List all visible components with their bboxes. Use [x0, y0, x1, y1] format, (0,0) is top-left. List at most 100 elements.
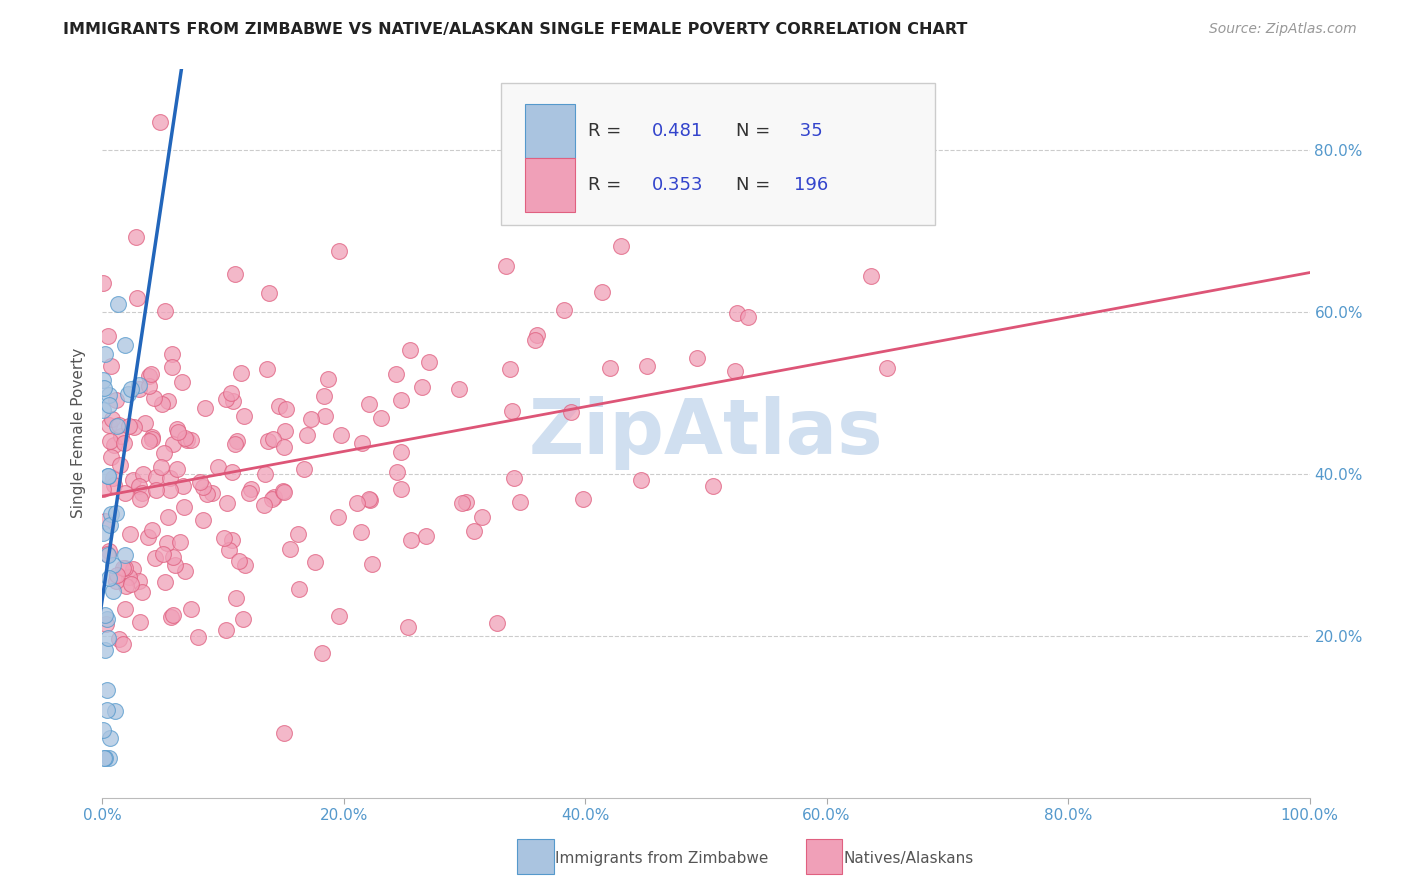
- Point: [260, 492, 283, 507]
- Point: [304, 555, 326, 569]
- Point: [131, 485, 153, 500]
- Point: [630, 473, 652, 487]
- Point: [389, 483, 412, 497]
- Point: [350, 436, 373, 450]
- Point: [138, 434, 160, 449]
- Point: [273, 440, 295, 454]
- Point: [100, 507, 122, 521]
- Point: [385, 465, 408, 479]
- Point: [141, 523, 163, 537]
- Point: [98, 517, 121, 532]
- Point: [201, 486, 224, 500]
- Point: [702, 478, 724, 492]
- Point: [141, 432, 163, 446]
- Point: [159, 483, 181, 498]
- Point: [173, 500, 195, 514]
- Point: [725, 305, 748, 319]
- Point: [471, 509, 494, 524]
- Point: [105, 418, 128, 433]
- Point: [94, 514, 117, 528]
- Point: [415, 529, 437, 543]
- Point: [160, 347, 183, 361]
- Point: [98, 417, 121, 432]
- Point: [97, 388, 120, 402]
- Point: [224, 267, 246, 281]
- Point: [195, 487, 218, 501]
- Point: [118, 419, 141, 434]
- Point: [273, 485, 295, 500]
- Point: [876, 361, 898, 376]
- Point: [222, 394, 245, 409]
- Point: [143, 391, 166, 405]
- Point: [105, 567, 128, 582]
- Point: [97, 468, 120, 483]
- Text: 0.353: 0.353: [651, 177, 703, 194]
- Point: [97, 548, 120, 562]
- Point: [299, 412, 322, 426]
- Point: [240, 482, 263, 496]
- Point: [98, 731, 121, 746]
- Point: [141, 368, 163, 382]
- Point: [273, 726, 295, 740]
- Point: [112, 436, 135, 450]
- Point: [114, 602, 136, 616]
- Point: [224, 436, 246, 450]
- Point: [361, 557, 384, 571]
- Point: [152, 547, 174, 561]
- Point: [122, 473, 145, 487]
- Point: [859, 268, 882, 283]
- Point: [131, 467, 153, 481]
- Point: [94, 347, 117, 361]
- Point: [636, 359, 658, 374]
- Point: [153, 304, 176, 318]
- Point: [101, 471, 124, 485]
- Point: [159, 471, 181, 485]
- Point: [104, 704, 127, 718]
- Point: [162, 607, 184, 622]
- Point: [108, 632, 131, 647]
- Point: [599, 361, 621, 376]
- Point: [262, 432, 284, 446]
- Point: [257, 285, 280, 300]
- Point: [180, 601, 202, 615]
- Point: [219, 385, 242, 400]
- Point: [174, 431, 197, 445]
- Point: [256, 362, 278, 376]
- Point: [399, 343, 422, 357]
- Text: R =: R =: [588, 121, 627, 139]
- Point: [553, 303, 575, 318]
- Point: [114, 548, 136, 562]
- Point: [93, 607, 115, 622]
- Text: 196: 196: [794, 177, 828, 194]
- Point: [176, 434, 198, 448]
- Point: [105, 392, 128, 407]
- Point: [143, 551, 166, 566]
- Text: N =: N =: [737, 177, 776, 194]
- Point: [278, 542, 301, 557]
- Text: R =: R =: [588, 177, 627, 194]
- Text: N =: N =: [737, 121, 776, 139]
- Point: [228, 554, 250, 568]
- Point: [359, 491, 381, 506]
- Point: [112, 637, 135, 651]
- Point: [153, 446, 176, 460]
- Point: [97, 329, 120, 343]
- Point: [96, 703, 118, 717]
- Point: [449, 383, 471, 397]
- Text: 0.481: 0.481: [651, 121, 703, 139]
- Point: [389, 445, 412, 459]
- Point: [418, 354, 440, 368]
- Point: [169, 535, 191, 549]
- Point: [96, 683, 118, 698]
- Point: [509, 494, 531, 508]
- Point: [166, 462, 188, 476]
- Point: [609, 239, 631, 253]
- Point: [737, 310, 759, 324]
- Point: [97, 750, 120, 764]
- Point: [346, 496, 368, 510]
- Point: [166, 422, 188, 436]
- Point: [156, 394, 179, 409]
- Point: [238, 485, 260, 500]
- Point: [187, 630, 209, 644]
- Point: [231, 366, 253, 380]
